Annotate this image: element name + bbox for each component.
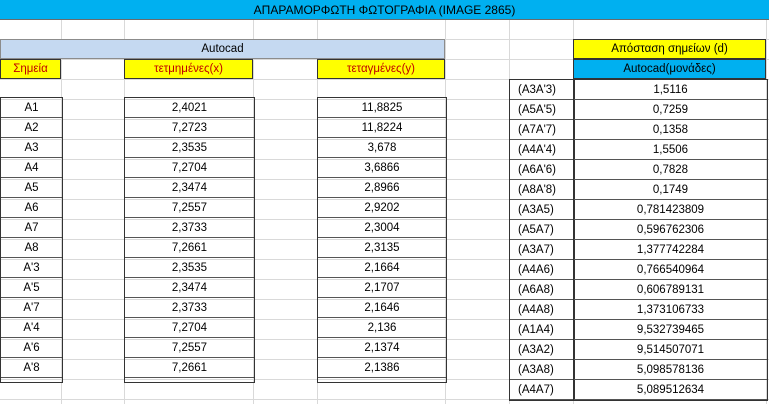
y-value-cell[interactable]: 2,1707 [318, 278, 446, 298]
point-cell[interactable]: Α3 [1, 138, 62, 158]
distance-value-cell[interactable]: 1,377742284 [574, 240, 767, 260]
x-value-cell[interactable]: 2,3535 [125, 138, 254, 158]
distance-units-header[interactable]: Autocad(μονάδες) [573, 59, 766, 79]
pair-cell[interactable]: (Α3Α8) [510, 360, 574, 380]
point-cell[interactable]: Α'3 [1, 258, 62, 278]
x-value-cell[interactable]: 2,4021 [125, 98, 254, 118]
point-cell[interactable]: Α4 [1, 158, 62, 178]
pair-cell[interactable]: (Α6Α'6) [510, 160, 574, 180]
autocad-group-header[interactable]: Autocad [0, 39, 445, 59]
distance-value-cell[interactable]: 5,089512634 [574, 380, 767, 400]
distance-value-cell[interactable]: 0,596762306 [574, 220, 767, 240]
x-value-cell[interactable]: 2,3733 [125, 298, 254, 318]
distance-value-cell[interactable]: 0,7828 [574, 160, 767, 180]
x-value-cell[interactable]: 7,2704 [125, 158, 254, 178]
pair-cell[interactable]: (Α4Α6) [510, 260, 574, 280]
point-cell[interactable]: Α5 [1, 178, 62, 198]
distance-value-cell[interactable]: 9,514507071 [574, 340, 767, 360]
header-points[interactable]: Σημεία [0, 59, 61, 79]
y-value-cell[interactable]: 3,6866 [318, 158, 446, 178]
distance-value-cell[interactable]: 9,532739465 [574, 320, 767, 340]
y-value-cell[interactable]: 2,3135 [318, 238, 446, 258]
x-value-cell[interactable]: 2,3535 [125, 258, 254, 278]
y-value-cell[interactable]: 11,8224 [318, 118, 446, 138]
y-value-cell[interactable]: 2,8966 [318, 178, 446, 198]
y-value-cell[interactable]: 2,136 [318, 318, 446, 338]
points-column: Α1 Α2 Α3 Α4 Α5 Α6 Α7 Α8 Α'3 Α'5 Α'7 Α'4 Α'6 Α'8 [0, 97, 63, 383]
pair-cell[interactable]: (Α4Α8) [510, 300, 574, 320]
y-value-cell[interactable]: 3,678 [318, 138, 446, 158]
point-cell[interactable]: Α6 [1, 198, 62, 218]
x-value-cell[interactable]: 7,2661 [125, 358, 254, 378]
pair-cell[interactable]: (Α3Α7) [510, 240, 574, 260]
y-value-cell[interactable]: 2,1664 [318, 258, 446, 278]
distance-column: 1,5116 0,7259 0,1358 1,5506 0,7828 0,1749 0,78… [573, 79, 768, 401]
pair-cell[interactable]: (Α3Α2) [510, 340, 574, 360]
pair-cell[interactable]: (Α8Α'8) [510, 180, 574, 200]
point-cell[interactable]: Α'4 [1, 318, 62, 338]
x-column: 2,4021 7,2723 2,3535 7,2704 2,3474 7,2557 2,37… [124, 97, 255, 383]
header-y[interactable]: τεταγμένες(y) [317, 59, 445, 79]
pair-cell[interactable]: (Α3Α'3) [510, 80, 574, 100]
x-value-cell[interactable]: 2,3733 [125, 218, 254, 238]
x-value-cell[interactable]: 7,2557 [125, 198, 254, 218]
x-value-cell[interactable]: 2,3474 [125, 178, 254, 198]
pair-cell[interactable]: (Α6Α8) [510, 280, 574, 300]
x-value-cell[interactable]: 7,2723 [125, 118, 254, 138]
y-value-cell[interactable]: 2,3004 [318, 218, 446, 238]
pair-cell[interactable]: (Α7Α'7) [510, 120, 574, 140]
pair-cell[interactable]: (Α1Α4) [510, 320, 574, 340]
point-cell[interactable]: Α'8 [1, 358, 62, 378]
point-cell[interactable]: Α7 [1, 218, 62, 238]
distance-value-cell[interactable]: 1,5116 [574, 80, 767, 100]
distance-value-cell[interactable]: 0,766540964 [574, 260, 767, 280]
distance-value-cell[interactable]: 0,1749 [574, 180, 767, 200]
point-cell[interactable]: Α'6 [1, 338, 62, 358]
point-cell[interactable]: Α2 [1, 118, 62, 138]
pair-cell[interactable]: (Α4Α7) [510, 380, 574, 400]
distance-value-cell[interactable]: 0,781423809 [574, 200, 767, 220]
y-value-cell[interactable]: 2,1646 [318, 298, 446, 318]
distance-value-cell[interactable]: 0,1358 [574, 120, 767, 140]
pair-cell[interactable]: (Α4Α'4) [510, 140, 574, 160]
x-value-cell[interactable]: 7,2704 [125, 318, 254, 338]
pair-cell[interactable]: (Α5Α7) [510, 220, 574, 240]
point-cell[interactable]: Α'5 [1, 278, 62, 298]
pair-column: (Α3Α'3) (Α5Α'5) (Α7Α'7) (Α4Α'4) (Α6Α'6) (Α8Α'… [509, 79, 575, 401]
point-cell[interactable]: Α1 [1, 98, 62, 118]
point-cell[interactable]: Α8 [1, 238, 62, 258]
pair-cell[interactable]: (Α3Α5) [510, 200, 574, 220]
distance-value-cell[interactable]: 0,7259 [574, 100, 767, 120]
y-value-cell[interactable]: 11,8825 [318, 98, 446, 118]
y-value-cell[interactable]: 2,1386 [318, 358, 446, 378]
x-value-cell[interactable]: 7,2557 [125, 338, 254, 358]
sheet-title-cell[interactable]: ΑΠΑΡΑΜΟΡΦΩΤΗ ΦΩΤΟΓΡΑΦΙΑ (IMAGE 2865) [0, 0, 769, 20]
header-x[interactable]: τετμημένες(x) [124, 59, 253, 79]
x-value-cell[interactable]: 2,3474 [125, 278, 254, 298]
x-value-cell[interactable]: 7,2661 [125, 238, 254, 258]
pair-cell[interactable]: (Α5Α'5) [510, 100, 574, 120]
y-value-cell[interactable]: 2,1374 [318, 338, 446, 358]
y-value-cell[interactable]: 2,9202 [318, 198, 446, 218]
y-column: 11,8825 11,8224 3,678 3,6866 2,8966 2,9202 2,3… [317, 97, 447, 383]
distance-value-cell[interactable]: 5,098578136 [574, 360, 767, 380]
distance-header[interactable]: Απόσταση σημείων (d) [573, 39, 766, 59]
point-cell[interactable]: Α'7 [1, 298, 62, 318]
distance-value-cell[interactable]: 1,5506 [574, 140, 767, 160]
distance-value-cell[interactable]: 0,606789131 [574, 280, 767, 300]
distance-value-cell[interactable]: 1,373106733 [574, 300, 767, 320]
